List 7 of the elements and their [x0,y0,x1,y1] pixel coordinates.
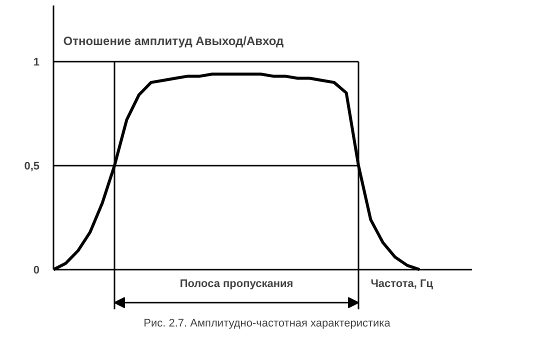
y-tick-label: 1 [33,56,40,69]
text: Рис. 2.7. Амплитудно-частотная характеристика [144,318,392,330]
y-tick-label: 0 [33,264,40,277]
x-axis-title: Частота, Гц [370,278,434,290]
y-axis-title: Отношение амплитуд Aвыход/Aвход [63,34,284,48]
y-tick-label: 0,5 [24,160,40,173]
text: Полоса пропускания [180,278,294,290]
